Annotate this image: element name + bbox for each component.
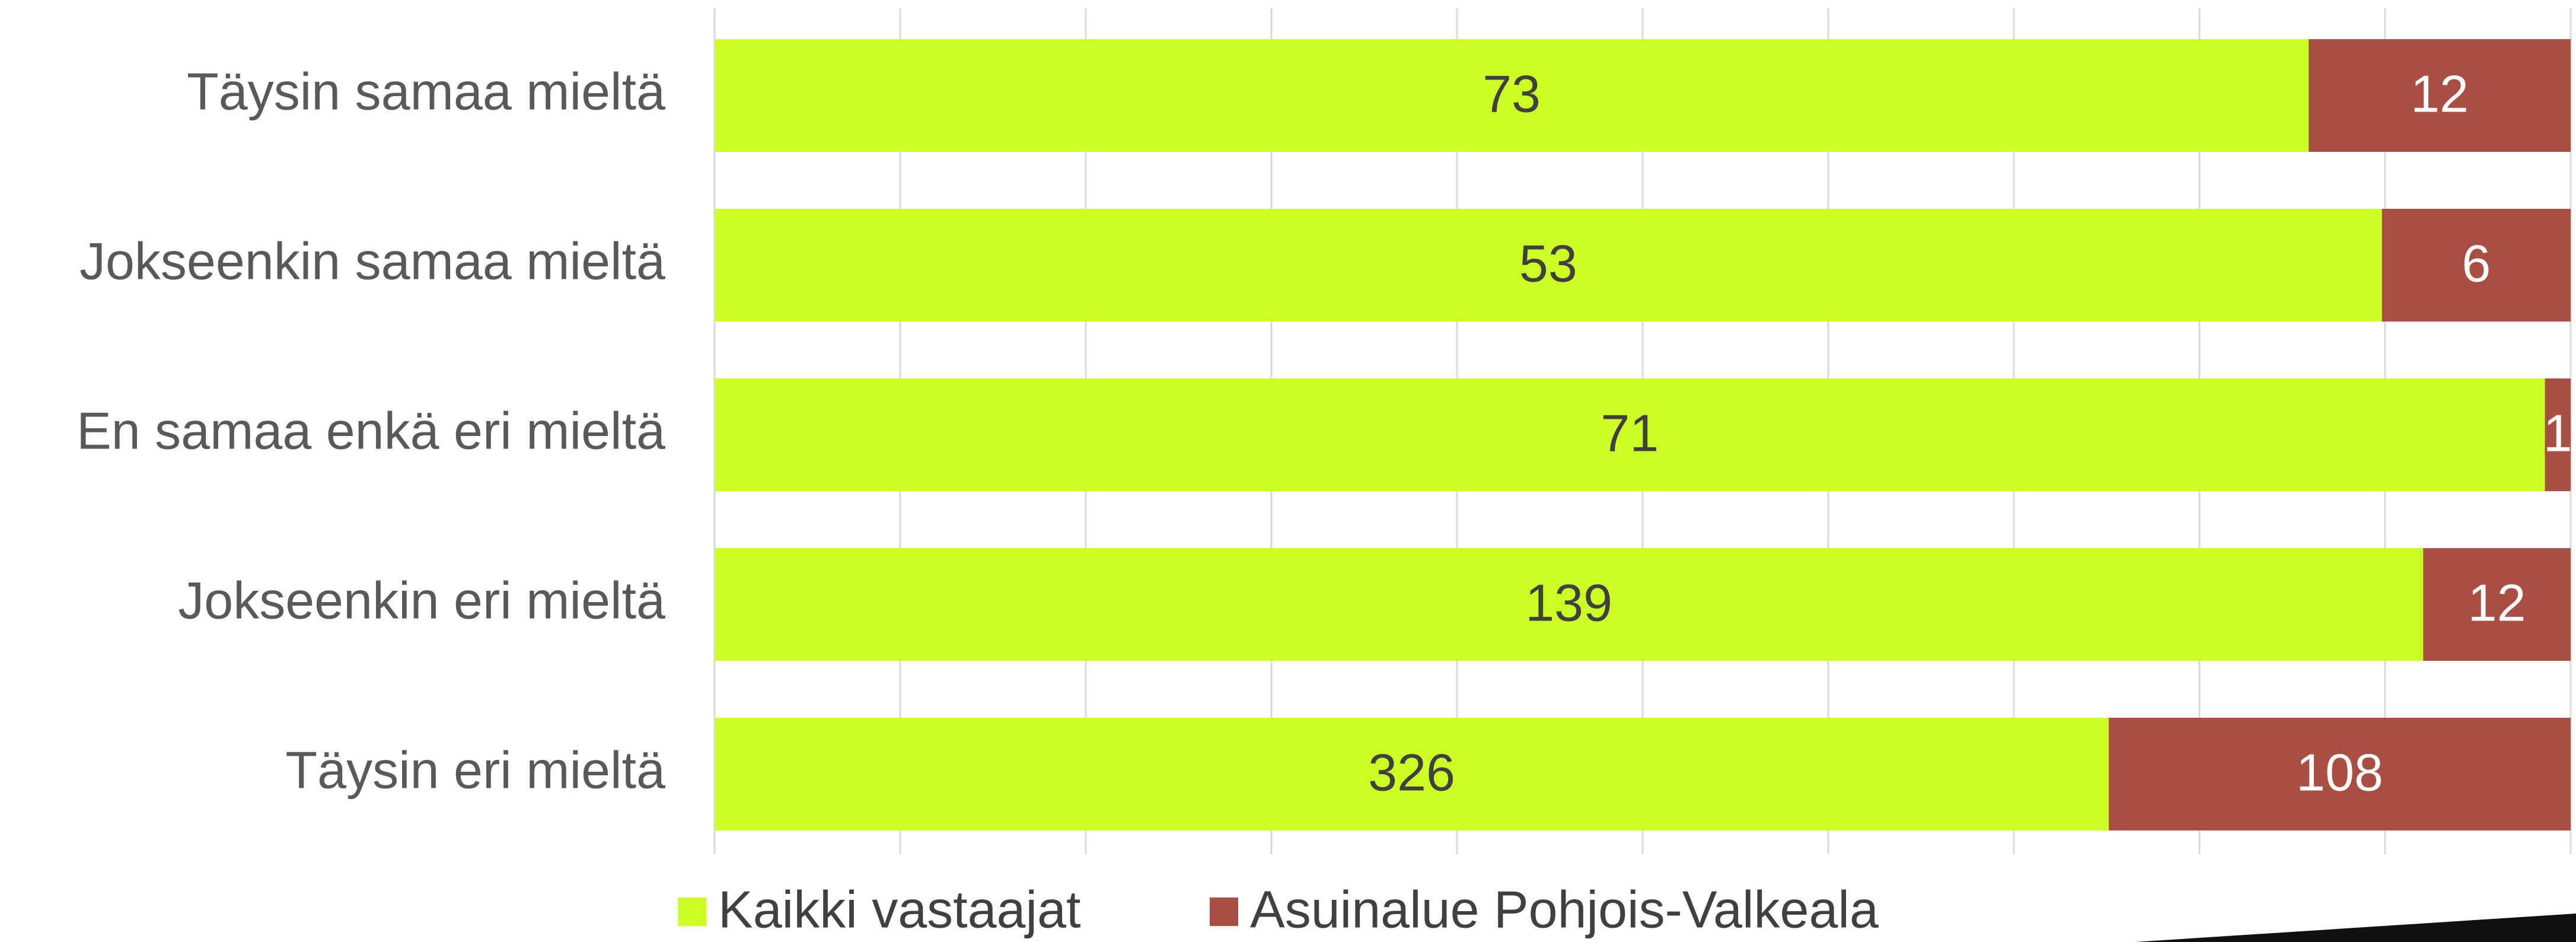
category-label: Täysin samaa mieltä — [187, 62, 665, 120]
bar-segment — [2545, 378, 2571, 491]
data-label: 139 — [1525, 573, 1612, 632]
bar-segment — [2109, 718, 2571, 830]
data-label: 71 — [1601, 403, 1659, 462]
category-label: Täysin eri mieltä — [285, 740, 665, 799]
data-label: 12 — [2468, 573, 2526, 632]
decor-wedge — [2135, 914, 2576, 942]
bar-segment — [715, 378, 2545, 491]
bar-segment — [2381, 209, 2571, 322]
category-label: En samaa enkä eri mieltä — [76, 401, 665, 460]
legend-label: Asuinalue Pohjois-Valkeala — [1250, 880, 1879, 938]
bar-segment — [715, 718, 2109, 830]
bar-segment — [715, 39, 2309, 152]
bar-segment — [715, 209, 2382, 322]
data-label: 73 — [1483, 64, 1541, 123]
data-label: 326 — [1368, 743, 1455, 801]
data-label: 53 — [1519, 234, 1577, 292]
legend-label: Kaikki vastaajat — [718, 880, 1080, 938]
legend-swatch — [1210, 898, 1238, 926]
data-label: 108 — [2296, 743, 2383, 801]
data-label: 1 — [2543, 403, 2572, 462]
category-label: Jokseenkin samaa mieltä — [79, 231, 665, 290]
bar-segment — [2423, 548, 2571, 661]
bar-segment — [715, 548, 2424, 661]
legend-swatch — [678, 898, 706, 926]
category-label: Jokseenkin eri mieltä — [178, 571, 665, 629]
data-label: 6 — [2462, 234, 2491, 292]
data-label: 12 — [2411, 64, 2469, 123]
bar-segment — [2309, 39, 2571, 152]
